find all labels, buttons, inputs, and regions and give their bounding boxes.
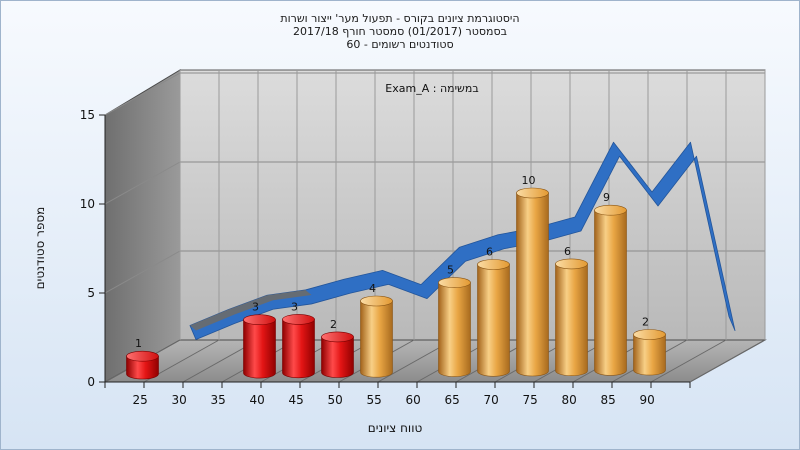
bar-cap: [321, 331, 354, 343]
bar-value-label: 6: [486, 246, 493, 259]
bar-value-label: 2: [642, 316, 649, 329]
y-tick-label: 10: [80, 197, 95, 211]
side-gridline: [104, 250, 181, 294]
bar-body: [516, 192, 549, 377]
x-tick-label: 70: [483, 393, 498, 407]
x-axis: 25 30 35 40 45 50 55 60 65 70 75 80 85 90: [104, 381, 691, 407]
bar-body: [243, 319, 276, 379]
bar-body: [594, 209, 627, 376]
bar-value-label: 3: [252, 301, 259, 314]
bar-90: 2: [633, 316, 666, 376]
y-axis: 0 5 10 15: [80, 108, 106, 389]
bar-65: 5: [438, 264, 471, 377]
x-tick-label: 40: [249, 393, 264, 407]
bar-value-label: 5: [447, 264, 454, 277]
bar-body: [321, 336, 354, 378]
bar-value-label: 4: [369, 282, 376, 295]
bar-80: 6: [555, 245, 588, 376]
bar-value-label: 9: [603, 191, 610, 204]
bar-cap: [126, 350, 159, 362]
side-wall: [104, 69, 181, 383]
bar-body: [360, 300, 393, 378]
x-tick-label: 50: [327, 393, 342, 407]
bar-value-label: 1: [135, 337, 142, 350]
bar-cap: [360, 295, 393, 307]
trend-ribbon: [189, 141, 736, 340]
bar-value-label: 6: [564, 245, 571, 258]
bar-body: [477, 264, 510, 377]
chart-title-line-3: סטודנטים רשומים - 60: [346, 38, 453, 51]
bar-body: [555, 263, 588, 376]
bar-value-label: 10: [522, 174, 536, 187]
bar-body: [438, 282, 471, 377]
bar-body: [282, 319, 315, 379]
y-tick-label: 5: [87, 286, 95, 300]
y-tick-label: 0: [87, 375, 95, 389]
chart-title-line-1: היסטוגרמת ציונים בקורס - תפעול מער' ייצו…: [280, 12, 519, 25]
x-tick-label: 90: [639, 393, 654, 407]
chart-title-line-2: בסמסטר (01/2017) סמסטר חורף 2017/18: [293, 25, 507, 38]
bar-body: [126, 355, 159, 380]
bar-40: 3: [243, 301, 276, 379]
bar-75: 10: [516, 174, 549, 377]
floor: [103, 339, 767, 383]
bar-body: [633, 334, 666, 376]
bar-70: 6: [477, 246, 510, 377]
x-tick-label: 75: [522, 393, 537, 407]
bars: 1 3 3 2 4 5 6 10 6 9 2: [126, 174, 666, 380]
bar-cap: [282, 314, 315, 325]
bar-cap: [555, 258, 588, 270]
y-tick-label: 15: [80, 108, 95, 122]
bar-cap: [243, 314, 276, 326]
bar-cap: [438, 277, 471, 288]
y-axis-title: מספר סטודנטים: [33, 207, 47, 290]
side-gridline: [104, 72, 181, 116]
bar-45: 3: [282, 300, 315, 379]
bar-50: 2: [321, 318, 354, 378]
x-tick-label: 45: [288, 393, 303, 407]
trend-ribbon-surface: [189, 141, 736, 340]
x-tick-label: 25: [132, 393, 147, 407]
exam-annotation: Exam_A : במשימה: [385, 82, 478, 95]
bar-cap: [477, 259, 510, 270]
bar-85: 9: [594, 191, 627, 376]
x-tick-label: 35: [210, 393, 225, 407]
bar-value-label: 3: [291, 300, 298, 313]
x-axis-title: טווח ציונים: [368, 421, 423, 435]
trend-ribbon-back: [190, 289, 312, 331]
bar-25: 1: [126, 337, 159, 380]
x-tick-label: 30: [171, 393, 186, 407]
x-tick-label: 80: [561, 393, 576, 407]
bar-cap: [633, 329, 666, 340]
bar-55: 4: [360, 282, 393, 378]
bar-cap: [594, 204, 627, 216]
bar-cap: [516, 187, 549, 199]
x-tick-label: 60: [405, 393, 420, 407]
bar-value-label: 2: [330, 318, 337, 331]
x-tick-label: 55: [366, 393, 381, 407]
floor-gridline: [650, 339, 727, 383]
x-tick-label: 65: [444, 393, 459, 407]
floor-gridline: [689, 339, 766, 383]
x-tick-label: 85: [600, 393, 615, 407]
side-gridline: [104, 161, 181, 205]
